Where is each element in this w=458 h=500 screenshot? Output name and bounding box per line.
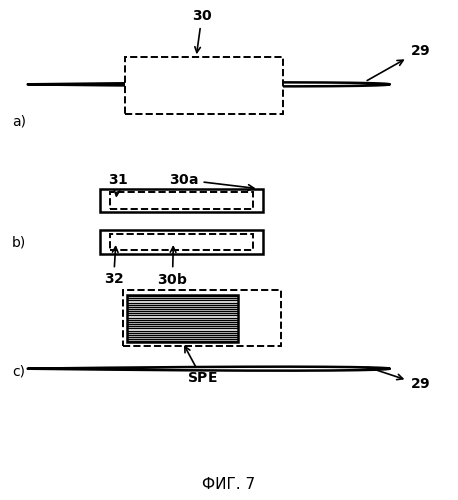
Bar bbox=[123, 290, 281, 346]
Text: $\bf{31}$: $\bf{31}$ bbox=[108, 172, 128, 196]
Text: $\bf{30b}$: $\bf{30b}$ bbox=[157, 246, 188, 287]
Text: $\bf{29}$: $\bf{29}$ bbox=[367, 367, 430, 392]
Text: c): c) bbox=[12, 364, 25, 378]
Text: b): b) bbox=[12, 235, 26, 249]
Bar bbox=[125, 57, 284, 114]
Bar bbox=[110, 192, 253, 209]
Bar bbox=[110, 234, 253, 250]
Text: $\bf{32}$: $\bf{32}$ bbox=[104, 246, 124, 286]
Bar bbox=[127, 295, 238, 343]
Bar bbox=[100, 188, 263, 212]
Text: a): a) bbox=[12, 114, 26, 128]
Text: $\bf{29}$: $\bf{29}$ bbox=[367, 44, 430, 80]
Text: $\bf{30a}$: $\bf{30a}$ bbox=[169, 172, 254, 190]
Bar bbox=[100, 230, 263, 254]
Text: $\bf{30}$: $\bf{30}$ bbox=[191, 9, 212, 52]
Bar bbox=[127, 295, 238, 343]
Text: $\bf{SPE}$: $\bf{SPE}$ bbox=[185, 346, 217, 385]
Text: ФИГ. 7: ФИГ. 7 bbox=[202, 478, 256, 492]
